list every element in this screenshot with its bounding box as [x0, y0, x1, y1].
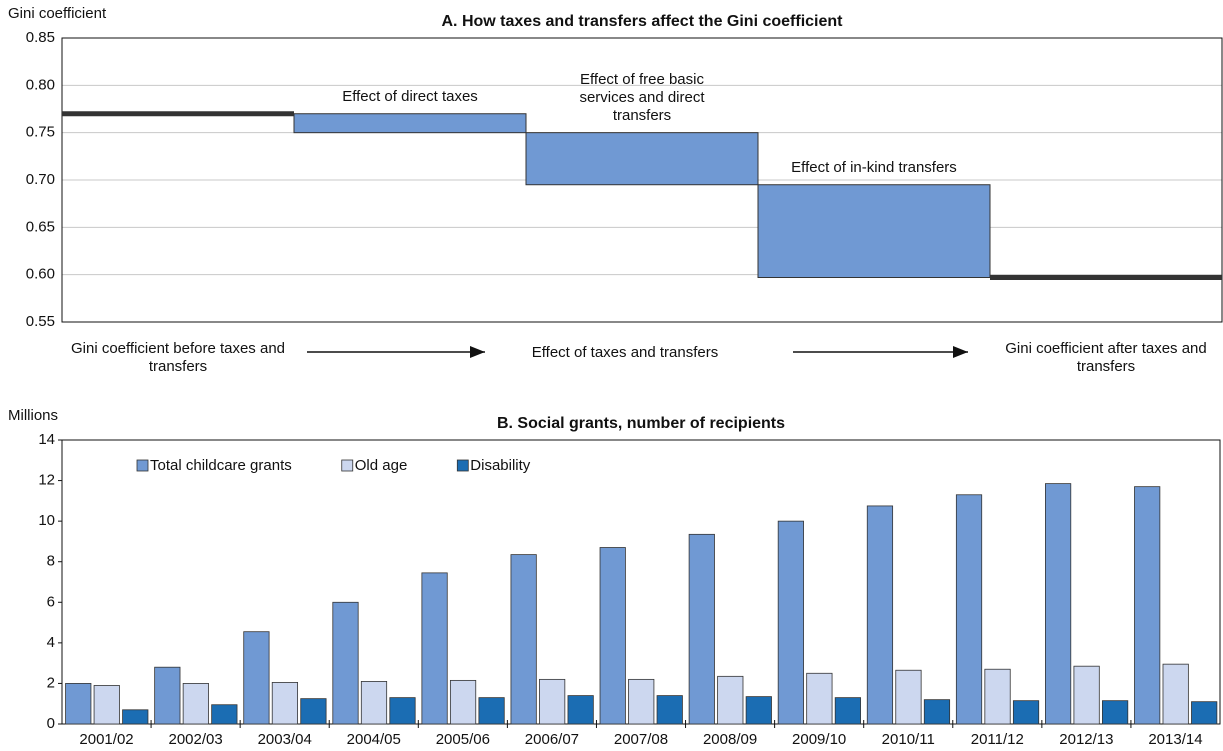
y-tick-label: 0.55 — [26, 313, 55, 330]
category-label-box: Gini coefficient after taxes and transfe… — [1005, 340, 1207, 375]
bar — [154, 666, 181, 725]
bar — [866, 505, 894, 725]
bar — [182, 683, 209, 725]
x-tick-label: 2008/09 — [703, 731, 757, 748]
bar — [567, 695, 594, 725]
x-tick-label: 2006/07 — [525, 731, 579, 748]
category-label: Gini coefficient before taxes and transf… — [70, 340, 286, 375]
bar — [389, 697, 416, 725]
bar — [122, 709, 149, 725]
x-tick-label: 2005/06 — [436, 731, 490, 748]
legend-label: Disability — [470, 457, 531, 474]
bar — [1162, 663, 1189, 725]
category-label: Gini coefficient after taxes and transfe… — [1005, 340, 1207, 375]
bar — [360, 681, 388, 725]
plot-frame — [61, 37, 1223, 323]
bar — [806, 672, 833, 725]
bar — [923, 699, 951, 725]
bar — [688, 533, 715, 725]
x-tick-label: 2004/05 — [347, 731, 401, 748]
bar — [1102, 700, 1129, 725]
y-tick-label: 14 — [38, 431, 55, 448]
bar — [271, 682, 299, 725]
effect-bar — [525, 132, 759, 186]
y-tick-label: 6 — [47, 593, 55, 610]
bar — [745, 696, 772, 725]
legend-swatch — [456, 459, 469, 472]
bar — [65, 683, 92, 725]
bar — [599, 547, 626, 725]
legend-swatch — [136, 459, 149, 472]
category-label-box: Gini coefficient before taxes and transf… — [70, 340, 286, 375]
bar — [1045, 483, 1072, 725]
bar — [449, 679, 477, 725]
chart-title: B. Social grants, number of recipients — [497, 415, 785, 432]
bar — [834, 697, 861, 725]
chart-title: A. How taxes and transfers affect the Gi… — [442, 13, 844, 30]
x-tick-label: 2007/08 — [614, 731, 668, 748]
x-tick-label: 2011/12 — [971, 731, 1024, 748]
bar — [984, 668, 1011, 725]
bar — [1073, 665, 1100, 725]
y-tick-label: 0.75 — [26, 124, 55, 141]
legend-swatch — [341, 459, 354, 472]
bar — [421, 572, 448, 725]
y-tick-label: 0.80 — [26, 76, 55, 93]
bar — [211, 704, 238, 725]
bar — [656, 695, 683, 725]
effect-label: Effect of direct taxes — [342, 87, 478, 105]
bar — [300, 698, 327, 725]
effect-label: Effect of in-kind transfers — [791, 158, 957, 176]
bar — [93, 685, 120, 725]
effect-label-box: Effect of free basic services and direct… — [579, 70, 705, 124]
bar — [1012, 700, 1040, 725]
y-axis-label: Millions — [8, 407, 58, 424]
y-tick-label: 0.65 — [26, 218, 55, 235]
y-tick-label: 8 — [47, 553, 55, 570]
bar — [510, 554, 537, 725]
legend-label: Total childcare grants — [150, 457, 292, 474]
y-tick-label: 4 — [47, 634, 55, 651]
y-axis-label: Gini coefficient — [8, 5, 107, 22]
x-tick-label: 2010/11 — [882, 731, 935, 748]
y-tick-label: 0.60 — [26, 266, 55, 283]
y-tick-label: 10 — [38, 512, 55, 529]
effect-label-box: Effect of in-kind transfers — [791, 158, 957, 176]
x-tick-label: 2012/13 — [1059, 731, 1113, 748]
y-tick-label: 12 — [38, 472, 55, 489]
bar — [717, 675, 744, 725]
bar — [478, 697, 505, 725]
annotation: Effect of taxes and transfers — [532, 344, 719, 361]
y-tick-label: 0.70 — [26, 171, 55, 188]
effect-bar — [293, 113, 527, 134]
legend-label: Old age — [355, 457, 408, 474]
x-tick-label: 2003/04 — [258, 731, 312, 748]
x-tick-label: 2002/03 — [168, 731, 222, 748]
bar — [777, 520, 804, 725]
bar — [1191, 701, 1218, 725]
bar — [1134, 486, 1161, 725]
bar — [895, 669, 922, 725]
y-tick-label: 0.85 — [26, 29, 55, 46]
effect-label-box: Effect of direct taxes — [342, 87, 478, 105]
y-tick-label: 2 — [47, 674, 55, 691]
bar — [628, 678, 655, 725]
x-tick-label: 2009/10 — [792, 731, 846, 748]
y-tick-label: 0 — [47, 715, 55, 732]
bar — [243, 631, 270, 725]
bar — [539, 678, 566, 725]
effect-label: Effect of free basic services and direct… — [579, 70, 705, 124]
x-tick-label: 2013/14 — [1148, 731, 1202, 748]
effect-bar — [757, 184, 991, 279]
bar — [955, 494, 983, 725]
x-tick-label: 2001/02 — [79, 731, 133, 748]
bar — [332, 601, 359, 725]
